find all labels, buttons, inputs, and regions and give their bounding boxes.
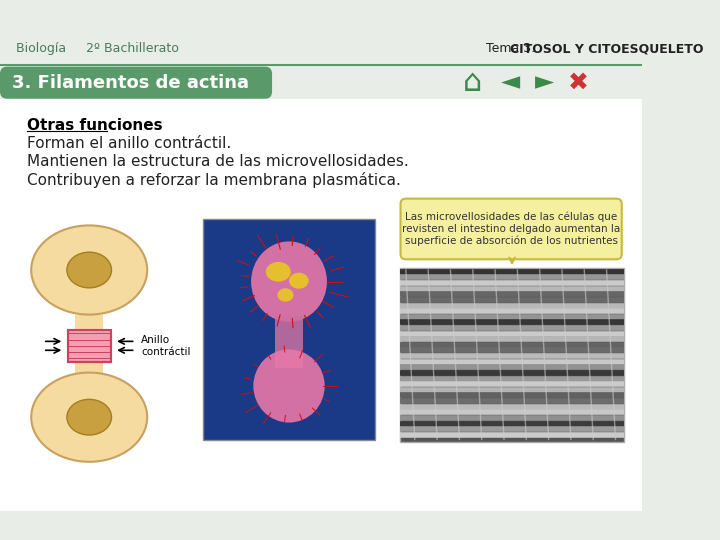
Text: ◄: ◄ xyxy=(500,71,520,94)
Ellipse shape xyxy=(67,252,112,288)
Text: Contribuyen a reforzar la membrana plasmática.: Contribuyen a reforzar la membrana plasm… xyxy=(27,172,400,188)
Ellipse shape xyxy=(266,262,291,281)
FancyBboxPatch shape xyxy=(0,99,642,511)
Ellipse shape xyxy=(31,225,147,315)
FancyBboxPatch shape xyxy=(75,315,104,333)
Text: Otras funciones: Otras funciones xyxy=(27,118,163,133)
Text: Forman el anillo contráctil.: Forman el anillo contráctil. xyxy=(27,136,231,151)
Text: Mantienen la estructura de las microvellosidades.: Mantienen la estructura de las microvell… xyxy=(27,154,408,169)
Ellipse shape xyxy=(289,273,309,289)
Ellipse shape xyxy=(31,373,147,462)
Text: ⌂: ⌂ xyxy=(463,68,482,97)
Ellipse shape xyxy=(253,349,325,422)
FancyBboxPatch shape xyxy=(68,330,111,362)
Ellipse shape xyxy=(67,400,112,435)
FancyBboxPatch shape xyxy=(0,66,272,99)
Text: CITOSOL Y CITOESQUELETO: CITOSOL Y CITOESQUELETO xyxy=(510,42,703,55)
FancyBboxPatch shape xyxy=(400,199,622,259)
FancyBboxPatch shape xyxy=(75,359,104,377)
Text: ✖: ✖ xyxy=(567,71,588,94)
FancyBboxPatch shape xyxy=(275,316,303,368)
FancyBboxPatch shape xyxy=(400,268,624,442)
Text: 3. Filamentos de actina: 3. Filamentos de actina xyxy=(12,73,250,92)
Text: ►: ► xyxy=(534,71,554,94)
Text: Biología     2º Bachillerato: Biología 2º Bachillerato xyxy=(16,42,179,55)
Text: Las microvellosidades de las células que
revisten el intestino delgado aumentan : Las microvellosidades de las células que… xyxy=(402,212,620,246)
Text: Anillo
contráctil: Anillo contráctil xyxy=(141,335,191,356)
FancyBboxPatch shape xyxy=(203,219,374,441)
Text: Tema 3.: Tema 3. xyxy=(486,42,539,55)
Ellipse shape xyxy=(251,241,327,322)
FancyBboxPatch shape xyxy=(0,29,642,511)
Ellipse shape xyxy=(277,288,294,302)
